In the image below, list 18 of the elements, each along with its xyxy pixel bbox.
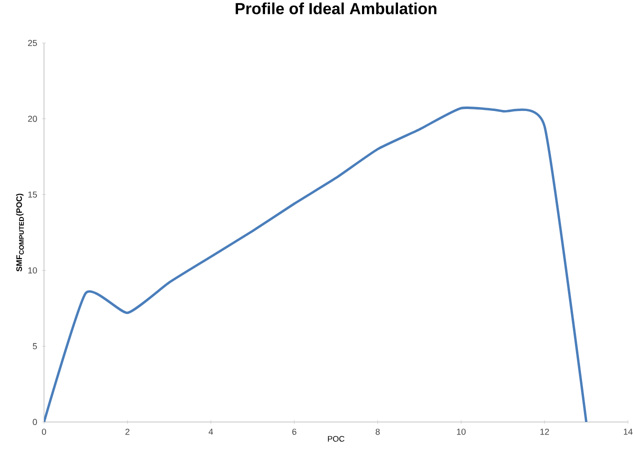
- x-tick-label: 4: [208, 428, 214, 435]
- y-tick-label: 15: [28, 192, 37, 198]
- x-tick-label: 8: [376, 428, 380, 435]
- y-tick-label: 5: [32, 343, 37, 350]
- chart-title: Profile of Ideal Ambulation: [236, 2, 436, 14]
- text: SMF$_{COMPUTED}$(POC): [16, 194, 24, 272]
- y-tick-label: 20: [28, 116, 37, 122]
- x-axis-title: POC: [328, 436, 344, 442]
- y-tick-label: 0: [32, 418, 37, 426]
- x-tick-label: 0: [42, 428, 46, 435]
- x-tick-label: 10: [456, 428, 466, 435]
- x-tick-label: 12: [540, 428, 549, 435]
- y-tick-label: 25: [28, 40, 37, 46]
- x-tick-label: 14: [624, 428, 633, 435]
- line-series: [44, 106, 588, 422]
- x-tick-label: 6: [292, 428, 296, 435]
- x-tick-label: 2: [125, 428, 130, 435]
- y-tick-label: 10: [28, 267, 37, 274]
